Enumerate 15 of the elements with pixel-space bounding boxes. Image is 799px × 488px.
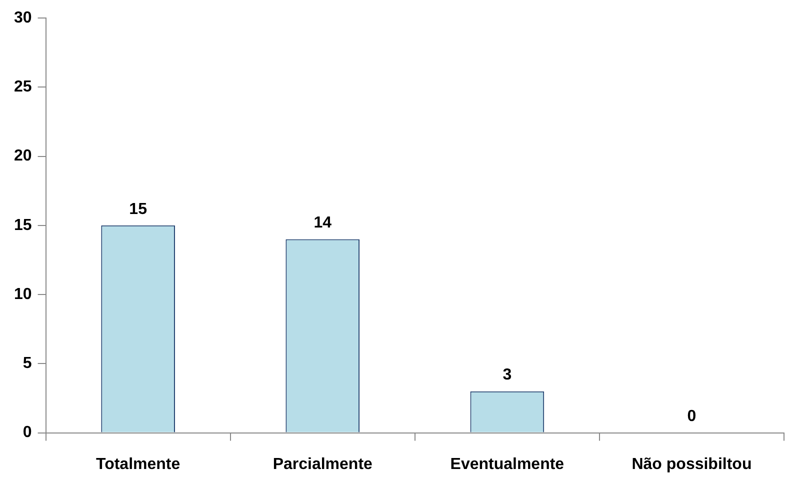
y-tick-label: 0 — [22, 424, 32, 442]
y-tick-label: 5 — [22, 355, 32, 372]
y-tick-label: 20 — [14, 148, 32, 165]
y-tick-label: 15 — [14, 216, 32, 234]
y-tick-label: 30 — [14, 9, 32, 26]
y-tick-label: 10 — [14, 286, 32, 303]
x-tick-label: Não possibiltou — [632, 456, 752, 473]
x-tick-label: Parcialmente — [272, 456, 373, 473]
data-label: 15 — [129, 200, 148, 218]
x-tick-label: Eventualmente — [450, 456, 564, 473]
data-label: 0 — [687, 408, 696, 426]
x-tick-label: Totalmente — [96, 456, 180, 473]
data-label: 14 — [314, 214, 332, 232]
y-tick-label: 25 — [14, 78, 32, 96]
data-label: 3 — [502, 366, 512, 384]
